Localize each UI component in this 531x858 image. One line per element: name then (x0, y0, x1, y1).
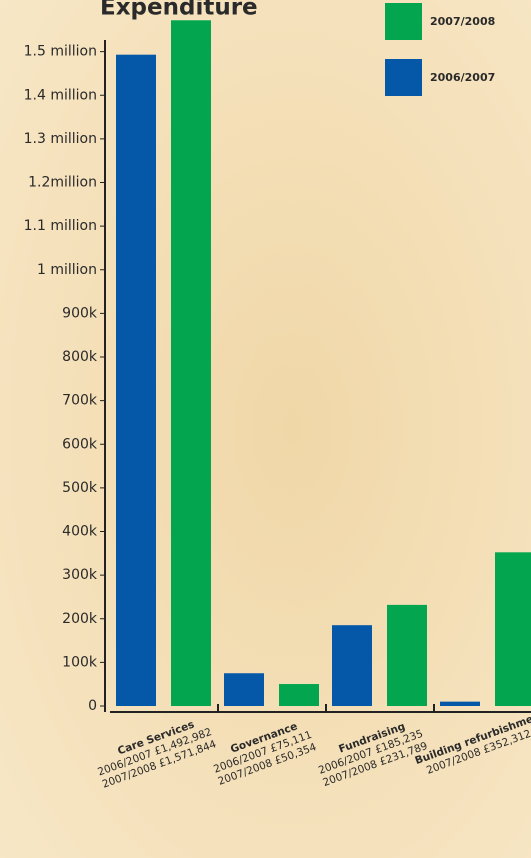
y-tick-label: 0 (88, 698, 97, 714)
y-tick-label: 200k (62, 611, 98, 627)
y-tick-label: 900k (62, 305, 98, 321)
legend-label: 2007/2008 (430, 15, 495, 28)
y-tick-label: 1.1 million (24, 218, 97, 234)
chart-title: Expenditure (100, 0, 258, 21)
bar (224, 673, 264, 706)
legend-swatch (385, 59, 422, 96)
y-tick-label: 400k (62, 524, 98, 540)
y-tick-label: 1.2million (28, 175, 97, 191)
bar (279, 684, 319, 706)
y-tick-label: 500k (62, 480, 98, 496)
y-tick-label: 100k (62, 654, 98, 670)
legend-label: 2006/2007 (430, 71, 495, 84)
bar (495, 552, 531, 706)
bar (332, 625, 372, 706)
y-tick-label: 1 million (37, 262, 97, 278)
y-tick-label: 600k (62, 436, 98, 452)
bar (171, 20, 211, 706)
y-tick-label: 1.4 million (24, 87, 97, 103)
y-tick-label: 1.3 million (24, 131, 97, 147)
y-tick-label: 800k (62, 349, 98, 365)
bar (387, 604, 427, 706)
y-tick-label: 300k (62, 567, 98, 583)
bar (116, 54, 156, 707)
y-tick-label: 700k (62, 393, 98, 409)
y-tick-label: 1.5 million (24, 44, 97, 60)
legend-swatch (385, 3, 422, 40)
bar (440, 701, 480, 706)
